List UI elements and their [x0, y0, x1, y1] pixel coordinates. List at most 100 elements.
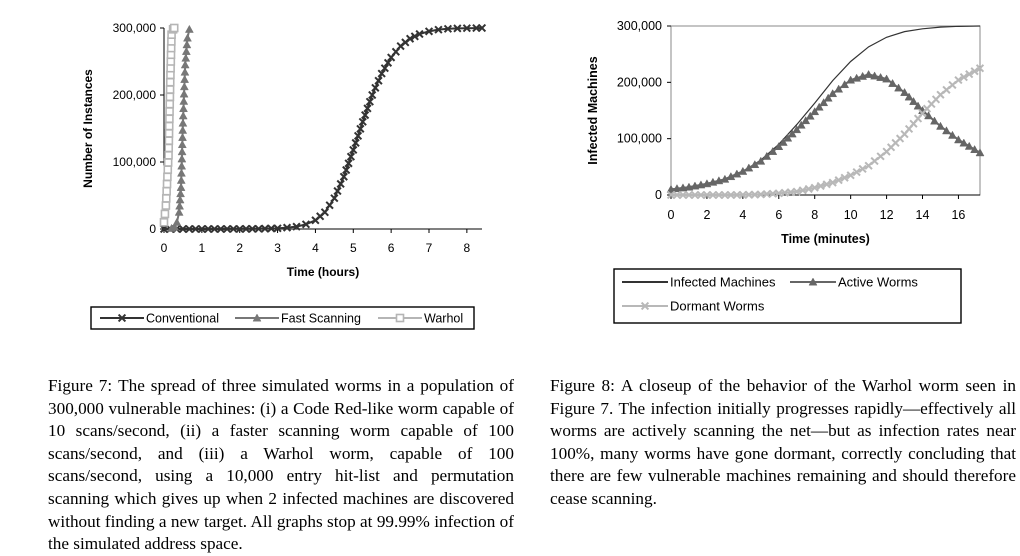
fig8-active-worms-point	[964, 141, 974, 150]
fig7-fast-scanning-point	[180, 60, 190, 69]
fig7-fast-scanning-point	[177, 168, 186, 177]
fig7-warhol-point	[165, 85, 175, 94]
figure7-chart: 0 100,000 200,000 300,000 0 1 2 3 4 5 6 7 8 Time (hou…	[81, 21, 487, 330]
fig7-conventional-point	[222, 224, 232, 234]
fig8-active-worms-line	[670, 73, 981, 191]
fig7-conventional-point	[358, 117, 367, 126]
fig7-fast-scanning-point	[179, 104, 188, 113]
fig7-fast-scanning-point	[179, 89, 189, 98]
fig7-x-tick-label: 3	[274, 241, 281, 255]
fig7-conventional-point	[235, 224, 244, 234]
fig8-infected-machines-line	[670, 25, 981, 190]
fig8-active-worms-point	[672, 184, 682, 193]
fig7-fast-scanning-point	[181, 46, 191, 55]
fig7-conventional-point	[477, 23, 487, 33]
fig7-y-tick-label: 0	[149, 222, 156, 236]
fig7-legend-item-fast-scanning: Fast Scanning	[235, 312, 361, 326]
fig7-conventional-point	[320, 208, 330, 217]
fig8-dormant-worms-point	[846, 171, 855, 180]
fig7-conventional-point	[462, 24, 471, 33]
fig8-active-worms-point	[726, 172, 736, 181]
fig8-active-worms-point	[828, 89, 838, 98]
fig8-y-tick-label: 100,000	[617, 132, 662, 146]
fig7-series-warhol	[159, 23, 179, 227]
fig7-warhol-point	[163, 165, 173, 174]
fig8-dormant-worms-point	[708, 190, 718, 200]
fig7-conventional-point	[267, 224, 276, 233]
fig7-fast-scanning-point	[180, 74, 190, 83]
fig7-y-tick-label: 200,000	[113, 88, 157, 102]
fig7-warhol-point	[161, 201, 171, 210]
fig8-series-active-worms	[666, 69, 985, 193]
fig7-fast-scanning-point	[177, 140, 187, 149]
fig8-x-axis-title: Time (minutes)	[781, 232, 870, 246]
fig8-dormant-worms-point	[714, 190, 724, 200]
fig7-fast-scanning-point	[174, 207, 184, 216]
fig7-fast-scanning-point	[176, 175, 186, 184]
fig7-warhol-point	[163, 158, 173, 167]
fig8-active-worms-point	[954, 135, 963, 144]
fig7-fast-scanning-point	[184, 24, 194, 33]
fig8-active-worms-point	[792, 125, 802, 134]
fig7-warhol-point	[164, 121, 174, 131]
fig7-warhol-point	[160, 209, 170, 219]
fig8-x-tick-label: 14	[916, 208, 930, 222]
fig8-x-tick-label: 0	[668, 208, 675, 222]
fig8-dormant-worms-point	[666, 190, 676, 200]
fig8-y-tick-label: 0	[655, 188, 662, 202]
fig7-warhol-point	[165, 107, 174, 116]
fig7-conventional-point	[342, 165, 351, 175]
fig7-legend-label: Conventional	[146, 312, 219, 326]
fig7-conventional-point	[361, 110, 370, 120]
fig7-warhol-point	[164, 151, 173, 160]
fig7-conventional-point	[159, 224, 169, 234]
fig7-fast-scanning-point	[177, 154, 187, 163]
fig7-x-tick-label: 1	[199, 241, 206, 255]
fig7-conventional-point	[229, 224, 238, 234]
fig8-legend-label: Infected Machines	[670, 275, 776, 290]
fig8-active-worms-point	[774, 142, 784, 151]
fig7-legend: Conventional Fast Scanning Warhol	[90, 306, 475, 330]
fig7-conventional-point	[254, 224, 263, 233]
fig7-warhol-point	[163, 172, 172, 182]
fig7-fast-scanning-point	[177, 147, 187, 156]
fig7-conventional-point	[424, 27, 434, 36]
fig7-conventional-point	[443, 24, 453, 33]
fig7-conventional-point	[356, 124, 365, 133]
fig8-active-worms-point	[690, 181, 700, 190]
fig7-conventional-point	[363, 104, 372, 113]
fig8-legend-label: Active Worms	[838, 275, 918, 290]
fig7-conventional-point	[349, 145, 358, 155]
fig8-y-axis-title: Infected Machines	[586, 56, 600, 164]
fig8-active-worms-point	[778, 137, 788, 146]
fig8-active-worms-point	[787, 129, 797, 138]
fig8-dormant-worms-point	[975, 64, 985, 73]
fig7-warhol-point	[164, 136, 174, 145]
fig7-warhol-point	[165, 92, 175, 102]
fig7-x-tick-label: 4	[312, 241, 319, 255]
fig8-active-worms-point	[900, 87, 909, 96]
fig8-active-worms-point	[909, 96, 918, 105]
fig8-dormant-worms-point	[684, 190, 694, 200]
fig7-conventional-point	[191, 224, 200, 234]
fig7-conventional-point	[377, 69, 386, 78]
fig8-active-worms-point	[732, 169, 742, 178]
fig7-conventional-point	[325, 201, 334, 210]
fig8-dormant-worms-point	[840, 173, 849, 182]
fig8-active-worms-point	[819, 98, 829, 107]
fig8-dormant-worms-point	[959, 73, 968, 82]
fig7-conventional-point	[197, 224, 206, 234]
fig7-conventional-point	[365, 97, 374, 106]
fig7-warhol-point	[164, 129, 174, 138]
fig8-dormant-worms-point	[828, 178, 837, 187]
fig8-active-worms-point	[876, 72, 886, 81]
fig7-legend-label: Warhol	[424, 312, 463, 326]
fig7-conventional-point	[273, 224, 282, 233]
fig7-fast-scanning-point	[182, 40, 192, 49]
fig8-active-worms-point	[975, 148, 985, 157]
fig7-conventional-point	[330, 194, 339, 203]
fig8-dormant-worms-point	[726, 190, 735, 200]
fig8-x-tick-label: 16	[951, 208, 965, 222]
fig7-conventional-point	[405, 34, 415, 43]
